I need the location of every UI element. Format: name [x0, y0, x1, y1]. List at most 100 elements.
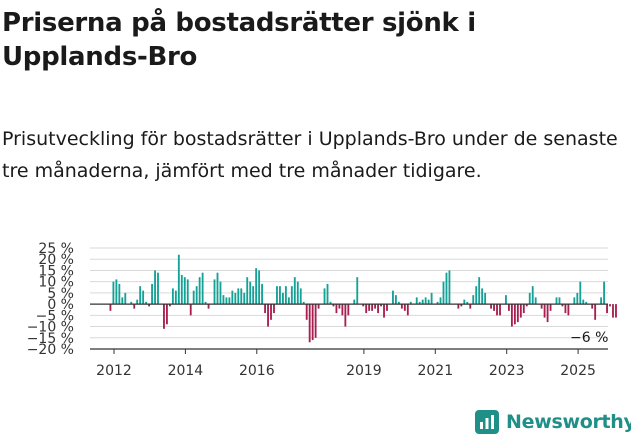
bar — [421, 299, 424, 305]
bar — [460, 304, 463, 307]
bar — [406, 304, 409, 316]
bar — [606, 304, 608, 314]
bar — [186, 279, 189, 305]
x-tick-label: 2021 — [417, 363, 453, 379]
y-tick-label: 5 % — [47, 286, 74, 302]
newsworthy-logo: Newsworthy — [475, 408, 631, 436]
bar — [564, 304, 567, 314]
bar — [534, 297, 537, 305]
x-tick-label: 2025 — [560, 363, 596, 379]
bar — [171, 288, 174, 305]
bar — [219, 281, 222, 305]
bar — [231, 290, 234, 305]
bar — [252, 286, 255, 305]
bar — [499, 304, 501, 316]
y-tick-label: −20 % — [27, 342, 74, 358]
bar — [418, 301, 421, 305]
y-tick-label: −15 % — [27, 331, 74, 347]
y-tick-label: −5 % — [36, 308, 74, 324]
bar — [151, 283, 153, 305]
bar — [293, 277, 296, 305]
bar — [392, 290, 394, 305]
chart-subtitle: Prisutveckling för bostadsrätter i Uppla… — [2, 128, 618, 182]
bar — [353, 299, 356, 305]
bar — [609, 304, 611, 307]
bar — [439, 297, 442, 305]
bar — [403, 304, 406, 311]
bar — [472, 295, 475, 305]
bar — [255, 268, 258, 305]
bar — [109, 304, 112, 311]
bar — [267, 304, 269, 327]
bar — [400, 304, 403, 309]
bar — [240, 288, 243, 305]
bar — [139, 286, 142, 305]
bar — [305, 304, 308, 320]
bar — [332, 304, 335, 307]
bar — [261, 283, 264, 305]
bar — [415, 297, 418, 305]
bar — [561, 304, 564, 307]
bar — [493, 304, 495, 311]
bar — [157, 272, 159, 305]
bar — [371, 304, 374, 311]
bar — [445, 272, 448, 305]
bar — [549, 304, 552, 311]
bar — [177, 254, 180, 305]
bar — [383, 304, 385, 318]
bar — [424, 297, 427, 305]
y-tick-label: 20 % — [38, 252, 74, 268]
bar — [457, 304, 460, 309]
bar — [591, 304, 594, 309]
bar — [558, 297, 561, 305]
bar — [409, 301, 412, 305]
bar — [442, 281, 445, 305]
bar — [513, 304, 516, 325]
bar — [484, 292, 487, 305]
bar — [279, 286, 281, 305]
bar — [475, 286, 478, 305]
bar — [427, 299, 430, 305]
bar — [189, 304, 192, 316]
bar — [362, 304, 365, 307]
bar — [341, 304, 344, 316]
bar — [121, 297, 124, 305]
bar — [508, 304, 510, 311]
bar — [335, 304, 338, 314]
bar — [344, 304, 347, 327]
bar — [168, 304, 171, 307]
bar — [368, 304, 371, 311]
bar — [365, 304, 368, 314]
x-tick-label: 2016 — [239, 363, 275, 379]
bar — [380, 304, 382, 307]
bar — [615, 304, 617, 318]
y-tick-label: 0 % — [47, 297, 74, 313]
bar — [270, 304, 272, 320]
bar — [163, 304, 165, 329]
bar — [600, 297, 603, 305]
bar — [174, 290, 177, 305]
bar — [216, 272, 219, 305]
bar — [463, 299, 466, 305]
bar — [430, 292, 433, 305]
bar — [299, 288, 302, 305]
bar — [314, 304, 317, 338]
bar — [273, 304, 275, 314]
bar — [308, 304, 311, 343]
bar — [136, 299, 139, 305]
bar — [296, 281, 299, 305]
bar — [112, 281, 115, 305]
bar — [154, 270, 156, 305]
bar — [528, 292, 531, 305]
bar — [519, 304, 522, 318]
bar — [317, 304, 320, 309]
bars — [109, 254, 617, 343]
bar — [603, 281, 605, 305]
bar — [258, 270, 261, 305]
bar — [573, 297, 576, 305]
bar — [148, 304, 151, 307]
newsworthy-logo-icon — [475, 410, 499, 434]
bar — [166, 304, 168, 325]
bar — [594, 304, 597, 320]
bar — [356, 277, 359, 305]
